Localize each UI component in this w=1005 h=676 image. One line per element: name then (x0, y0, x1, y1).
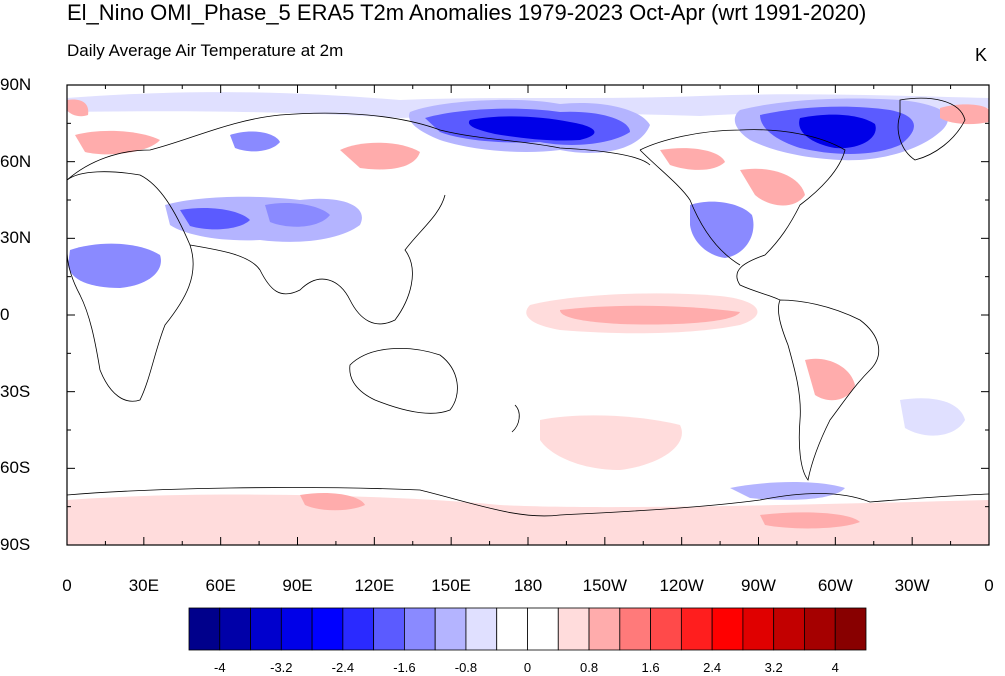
map-subtitle: Daily Average Air Temperature at 2m (67, 41, 344, 60)
latitude-label: 60N (0, 151, 32, 171)
colorbar-label: -3.2 (270, 660, 293, 675)
colorbar-swatch (804, 607, 836, 651)
colorbar-swatch (527, 607, 559, 651)
longitude-label: 120E (354, 576, 395, 595)
colorbar-swatch (650, 607, 682, 651)
colorbar-swatch (311, 607, 344, 651)
colorbar-swatch (280, 607, 313, 651)
colorbar-swatch (557, 607, 590, 651)
colorbar-swatch (834, 607, 867, 651)
latitude-label: 30N (0, 228, 32, 248)
colorbar-swatch (404, 607, 436, 651)
colorbar-swatch (465, 607, 498, 651)
longitude-label: 150E (431, 576, 472, 595)
colorbar-swatch (496, 607, 528, 651)
latitude-label: 60S (0, 458, 31, 478)
colorbar-swatch (619, 607, 651, 651)
colorbar-label: -4 (213, 660, 226, 675)
colorbar-label: -0.8 (454, 660, 478, 675)
colorbar-label: 3.2 (764, 660, 783, 675)
colorbar-label: -1.6 (393, 660, 416, 675)
longitude-label: 90E (282, 576, 313, 595)
colorbar-swatch (250, 607, 282, 651)
colorbar-swatch (373, 607, 405, 651)
units-label: K (975, 45, 988, 65)
longitude-label: 30E (128, 576, 159, 595)
colorbar-label: 4 (831, 660, 839, 675)
longitude-label: 90W (741, 576, 776, 595)
colorbar-label: 1.6 (641, 660, 660, 675)
colorbar-swatch (588, 607, 621, 651)
axis-ticks (66, 84, 990, 546)
longitude-label: 150W (582, 576, 628, 595)
longitude-label: 0 (62, 576, 72, 595)
map-title: El_Nino OMI_Phase_5 ERA5 T2m Anomalies 1… (67, 0, 867, 25)
colorbar-swatch (342, 607, 375, 651)
colorbar-swatch (434, 607, 467, 651)
colorbar-swatch (711, 607, 744, 651)
latitude-label: 30S (0, 381, 31, 401)
colorbar-swatch (680, 607, 713, 651)
coastlines (66, 97, 990, 517)
colorbar-label: -2.4 (331, 660, 355, 675)
colorbar-swatch (188, 607, 221, 651)
longitude-label: 60E (205, 576, 236, 595)
colorbar-swatch (742, 607, 775, 651)
longitude-label: 180 (513, 576, 543, 595)
colorbar-swatch (219, 607, 251, 651)
longitude-label: 30W (894, 576, 930, 595)
latitude-label: 90S (0, 535, 31, 554)
colorbar-swatch (773, 607, 805, 651)
colorbar-label: 0 (523, 660, 532, 675)
latitude-label: 90N (0, 75, 32, 94)
colorbar-label: 0.8 (579, 660, 599, 675)
longitude-label: 120W (659, 576, 704, 595)
anomaly-field (67, 85, 989, 545)
longitude-label: 0 (984, 576, 994, 595)
colorbar (188, 607, 867, 651)
latitude-label: 0 (0, 305, 10, 324)
longitude-label: 60W (817, 576, 853, 595)
colorbar-label: 2.4 (703, 660, 722, 675)
